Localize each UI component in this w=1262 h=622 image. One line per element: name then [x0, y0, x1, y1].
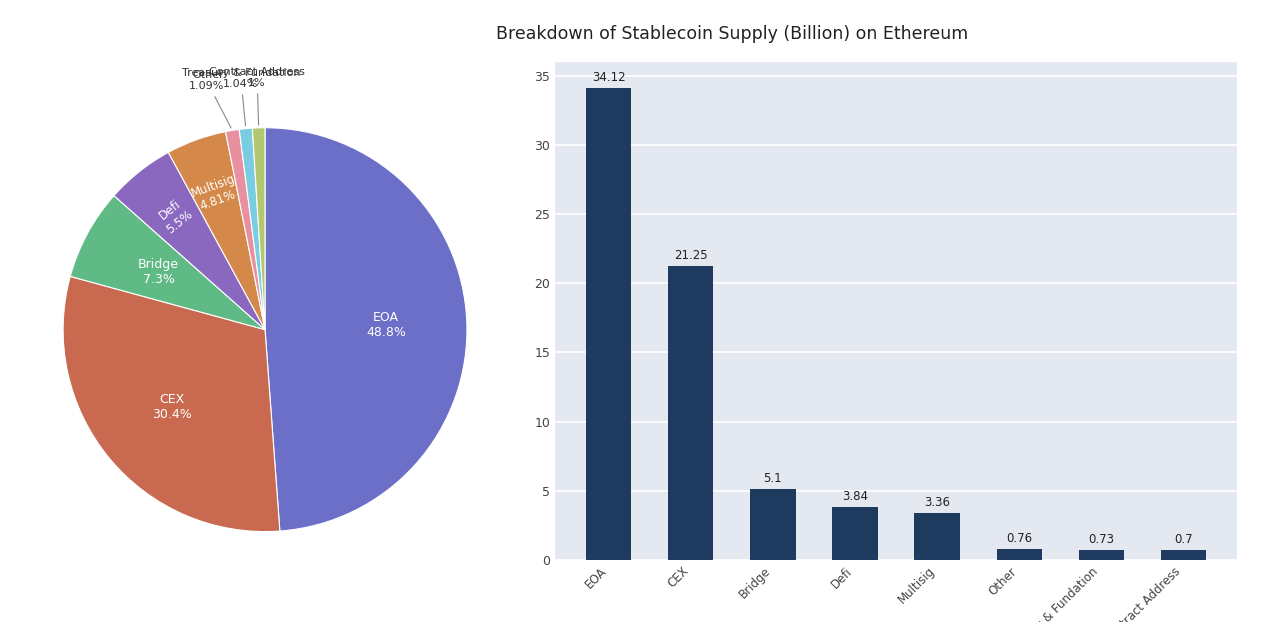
Text: 5.1: 5.1: [764, 472, 782, 485]
Text: 3.36: 3.36: [924, 496, 950, 509]
Bar: [915, 513, 959, 560]
Text: Treasury & Fundation
1.04%: Treasury & Fundation 1.04%: [182, 68, 300, 126]
Text: 0.7: 0.7: [1174, 533, 1193, 546]
Bar: [833, 507, 877, 560]
Wedge shape: [71, 196, 265, 330]
Text: 21.25: 21.25: [674, 249, 708, 262]
Bar: [751, 490, 795, 560]
Wedge shape: [240, 128, 265, 330]
Wedge shape: [63, 276, 280, 532]
Text: Defi
5.5%: Defi 5.5%: [154, 196, 194, 236]
Text: 34.12: 34.12: [592, 71, 626, 84]
Text: Bridge
7.3%: Bridge 7.3%: [138, 258, 179, 286]
Wedge shape: [168, 132, 265, 330]
Bar: [1079, 550, 1123, 560]
Bar: [669, 266, 713, 560]
Text: 0.73: 0.73: [1088, 532, 1114, 545]
Text: Multisig
4.81%: Multisig 4.81%: [189, 172, 242, 214]
Text: EOA
48.8%: EOA 48.8%: [366, 311, 406, 339]
Text: CEX
30.4%: CEX 30.4%: [151, 392, 192, 420]
Wedge shape: [265, 128, 467, 531]
Wedge shape: [114, 152, 265, 330]
Text: Breakdown of Stablecoin Supply (Billion) on Ethereum: Breakdown of Stablecoin Supply (Billion)…: [496, 25, 968, 43]
Text: Other
1.09%: Other 1.09%: [189, 70, 231, 128]
Text: Contract Address
1%: Contract Address 1%: [209, 67, 305, 125]
Bar: [997, 549, 1041, 560]
Bar: [587, 88, 631, 560]
Wedge shape: [226, 129, 265, 330]
Text: 0.76: 0.76: [1006, 532, 1032, 545]
Text: 3.84: 3.84: [842, 490, 868, 503]
Bar: [1161, 550, 1205, 560]
Wedge shape: [252, 128, 265, 330]
